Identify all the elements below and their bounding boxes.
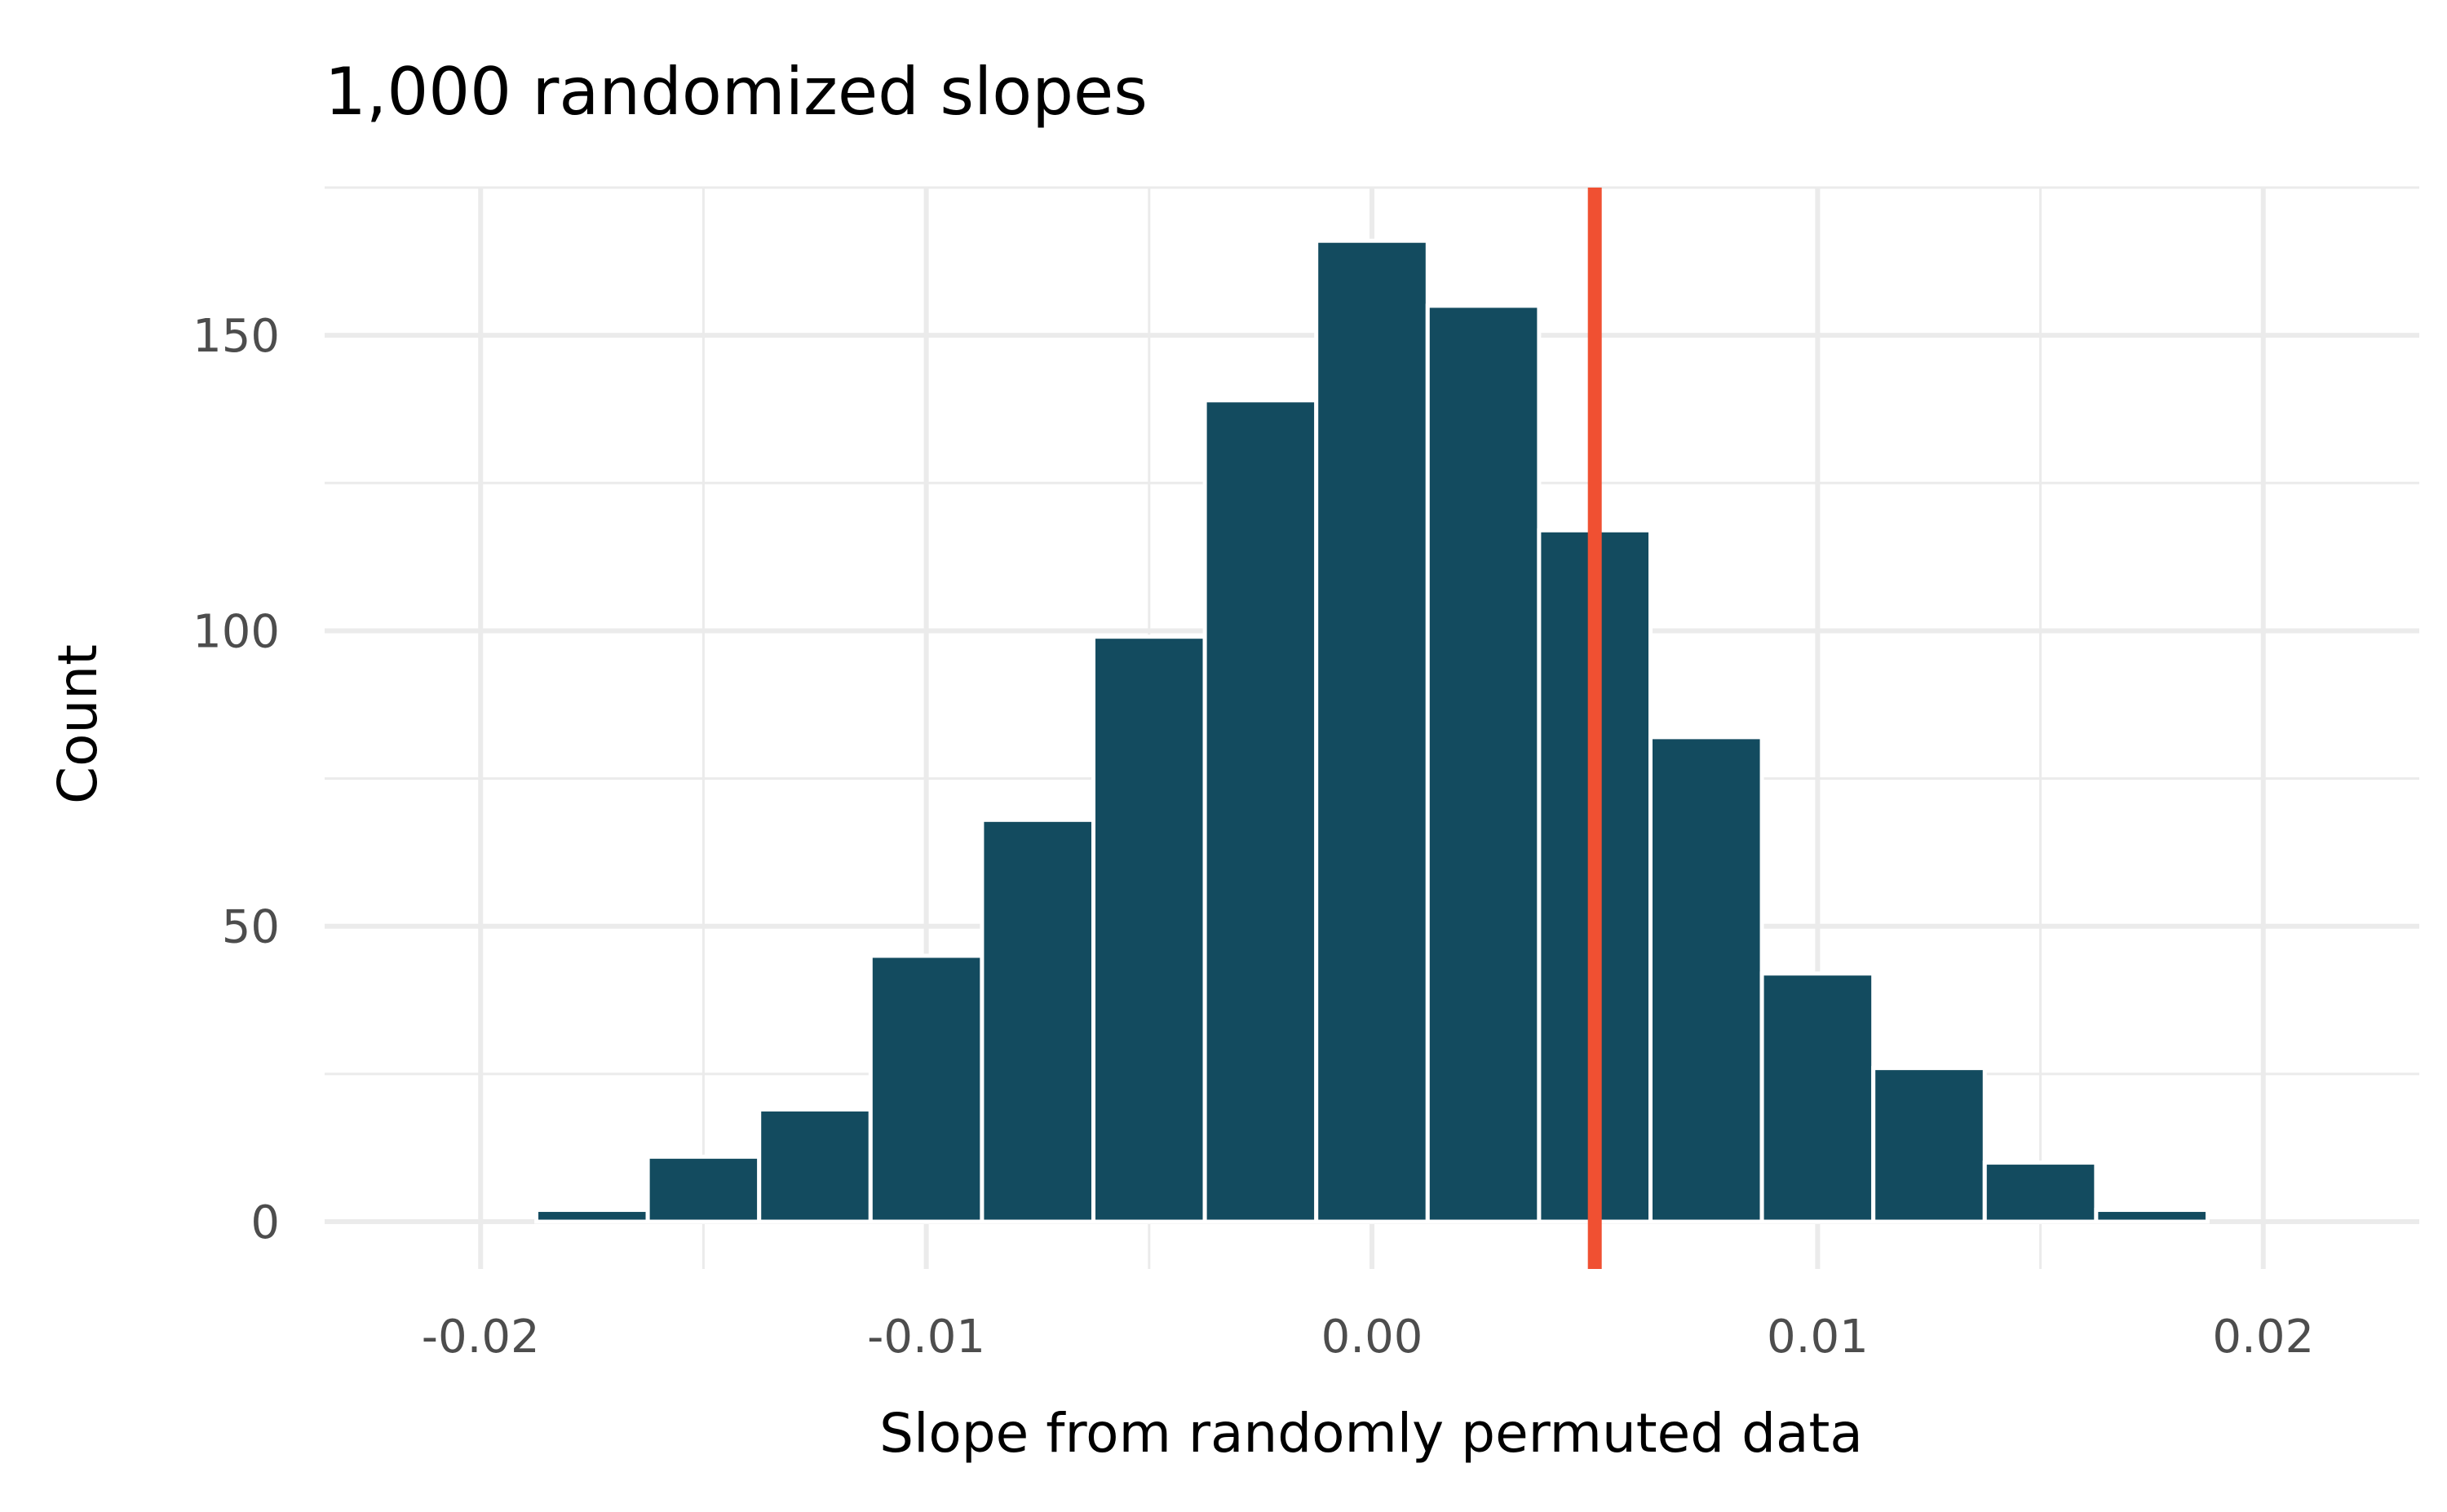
histogram-bar <box>1425 303 1542 1224</box>
histogram-bar <box>2094 1208 2210 1224</box>
histogram-bar <box>1314 238 1430 1224</box>
x-tick-label: 0.02 <box>2212 1311 2314 1364</box>
histogram-bar <box>1091 634 1207 1224</box>
histogram-bar <box>1871 1066 1987 1224</box>
histogram-bar <box>1759 971 1876 1224</box>
histogram-bar <box>1202 398 1319 1224</box>
histogram-bar <box>757 1107 873 1224</box>
histogram-bar <box>868 953 985 1224</box>
y-tick-label: 50 <box>222 901 280 954</box>
y-axis-title: Count <box>46 644 109 804</box>
x-tick-label: -0.02 <box>422 1311 540 1364</box>
chart-title: 1,000 randomized slopes <box>325 54 1148 130</box>
histogram-bar <box>534 1208 650 1224</box>
x-tick-labels: -0.02 -0.01 0.00 0.01 0.02 <box>422 1311 2314 1364</box>
x-tick-label: 0.00 <box>1321 1311 1423 1364</box>
histogram-bar <box>980 817 1096 1224</box>
x-tick-label: -0.01 <box>867 1311 985 1364</box>
y-tick-labels: 0 50 100 150 <box>192 310 280 1249</box>
histogram-bar <box>1648 735 1764 1224</box>
x-tick-label: 0.01 <box>1767 1311 1869 1364</box>
histogram-bar <box>1982 1161 2099 1224</box>
x-axis-title: Slope from randomly permuted data <box>879 1402 1863 1465</box>
y-tick-label: 0 <box>250 1196 280 1249</box>
histogram-bar <box>645 1154 762 1224</box>
y-tick-label: 150 <box>192 310 280 363</box>
y-tick-label: 100 <box>192 605 280 658</box>
